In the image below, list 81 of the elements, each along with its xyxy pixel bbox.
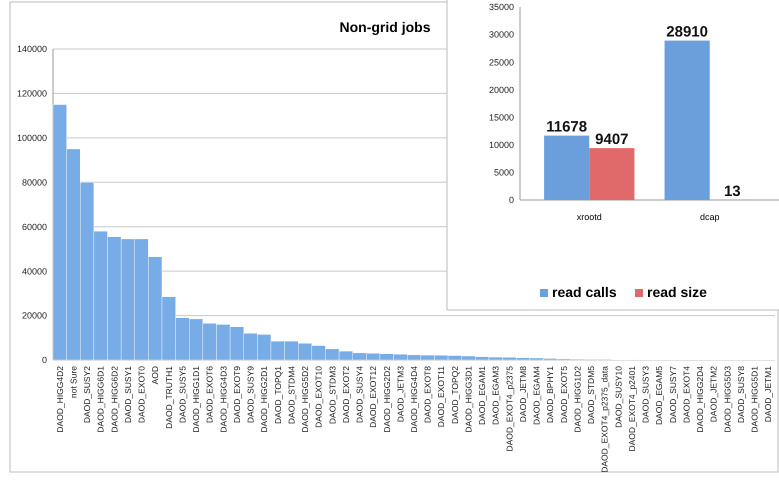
- x-tick-label: xrootd: [576, 212, 602, 222]
- y-tick-label: 30000: [488, 30, 514, 40]
- x-tick-label: DAOD_EXOT0: [136, 366, 147, 424]
- x-tick-label: DAOD_EXOT4: [681, 366, 692, 424]
- y-tick-label: 120000: [16, 88, 47, 99]
- x-tick-label: DAOD_EXOT9: [232, 366, 242, 424]
- x-tick-label: DAOD_EXOT4_p2401: [626, 366, 637, 452]
- y-tick-label: 0: [508, 195, 514, 206]
- y-tick-label: 100000: [16, 133, 47, 144]
- data-label: 13: [724, 182, 741, 200]
- x-tick-label: DAOD_HIGG2D4: [695, 366, 706, 433]
- y-tick-label: 140000: [16, 44, 47, 54]
- data-label: 28910: [666, 24, 708, 41]
- x-tick-label: DAOD_HIGG6D2: [109, 366, 120, 433]
- x-tick-label: DAOD_EXOT2: [340, 366, 351, 424]
- x-tick-label: DAOD_TOPQ1: [272, 366, 283, 424]
- x-tick-label: DAOD_HIGG6D1: [96, 366, 106, 433]
- x-tick-label: DAOD_EXOT4_p2375: [504, 366, 514, 452]
- y-tick-label: 35000: [488, 2, 514, 12]
- x-tick-label: DAOD_TOPQ2: [450, 366, 460, 424]
- bar: [589, 148, 634, 200]
- legend-label: read size: [647, 284, 708, 300]
- x-tick-label: DAOD_TRUTH1: [164, 366, 174, 429]
- x-tick-label: DAOD_EXOT4_p2375_data: [600, 366, 610, 473]
- x-tick-label: DAOD_SUSY4: [354, 366, 365, 424]
- x-tick-label: DAOD_HIGG5D3: [722, 366, 732, 433]
- x-tick-label: DAOD_SUSY2: [82, 366, 92, 424]
- y-tick-label: 60000: [22, 222, 47, 232]
- x-tick-label: DAOD_HIGG1D1: [191, 366, 202, 433]
- y-tick-label: 10000: [488, 140, 514, 150]
- bar: [664, 40, 710, 200]
- x-tick-label: dcap: [700, 212, 720, 222]
- x-tick-label: DAOD_EXOT5: [558, 366, 569, 424]
- x-tick-label: DAOD_SUSY1: [122, 366, 133, 424]
- x-tick-label: DAOD_EXOT6: [204, 366, 215, 424]
- x-tick-label: DAOD_HIGG4D4: [409, 366, 419, 433]
- x-tick-label: DAOD_SUSY3: [640, 366, 651, 424]
- x-tick-label: DAOD_JETM2: [708, 366, 719, 422]
- chart-title: Non-grid jobs: [340, 19, 431, 35]
- y-tick-label: 20000: [488, 84, 514, 95]
- x-tick-label: DAOD_STDM5: [586, 366, 596, 424]
- x-tick-label: DAOD_EXOT8: [422, 366, 433, 424]
- x-tick-label: DAOD_STDM4: [286, 366, 296, 424]
- x-tick-label: not Sure: [68, 366, 78, 398]
- x-tick-label: DAOD_HIGG4D2: [54, 366, 65, 433]
- x-tick-label: AOD: [150, 366, 160, 384]
- x-tick-label: DAOD_HIGG5D2: [300, 366, 310, 433]
- x-tick-label: DAOD_EGAM4: [532, 366, 542, 426]
- x-tick-label: DAOD_JETM8: [518, 366, 528, 422]
- x-tick-label: DAOD_EXOT11: [436, 366, 446, 428]
- x-tick-label: DAOD_EXOT10: [314, 366, 324, 428]
- bar: [544, 136, 590, 200]
- x-tick-label: DAOD_SUSY7: [668, 366, 678, 424]
- y-tick-label: 40000: [22, 266, 47, 276]
- x-tick-label: DAOD_HIGG2D1: [259, 366, 270, 433]
- x-tick-label: DAOD_SUSY9: [246, 366, 256, 424]
- y-tick-label: 80000: [22, 177, 47, 188]
- x-tick-label: DAOD_SUSY8: [736, 366, 746, 424]
- x-tick-label: DAOD_HIGG4D3: [218, 366, 228, 433]
- y-tick-label: 5000: [494, 168, 514, 178]
- x-tick-label: DAOD_HIGG2D2: [382, 366, 392, 433]
- x-tick-label: DAOD_HIGG5D1: [750, 366, 760, 433]
- x-tick-label: DAOD_JETM1: [763, 366, 774, 422]
- legend-label: read calls: [552, 284, 617, 300]
- x-tick-label: DAOD_JETM3: [395, 366, 406, 422]
- x-tick-label: DAOD_EGAM3: [490, 366, 501, 426]
- x-tick-label: DAOD_STDM3: [327, 366, 338, 424]
- x-tick-label: DAOD_EGAM5: [654, 366, 664, 426]
- x-tick-label: DAOD_EGAM1: [477, 366, 488, 426]
- y-tick-label: 25000: [488, 57, 514, 68]
- y-tick-label: 15000: [488, 112, 514, 122]
- x-tick-label: DAOD_SUSY10: [613, 366, 624, 428]
- data-label: 9407: [595, 131, 629, 148]
- data-label: 11678: [546, 118, 588, 136]
- x-tick-label: DAOD_SUSY5: [177, 366, 188, 424]
- y-tick-label: 20000: [22, 310, 47, 321]
- x-tick-label: DAOD_HIGG1D2: [572, 366, 582, 433]
- x-tick-label: DAOD_HIGG3D1: [463, 366, 474, 433]
- y-tick-label: 0: [42, 355, 47, 366]
- x-tick-label: DAOD_BPHY1: [545, 366, 556, 424]
- x-tick-label: DAOD_EXOT12: [368, 366, 378, 428]
